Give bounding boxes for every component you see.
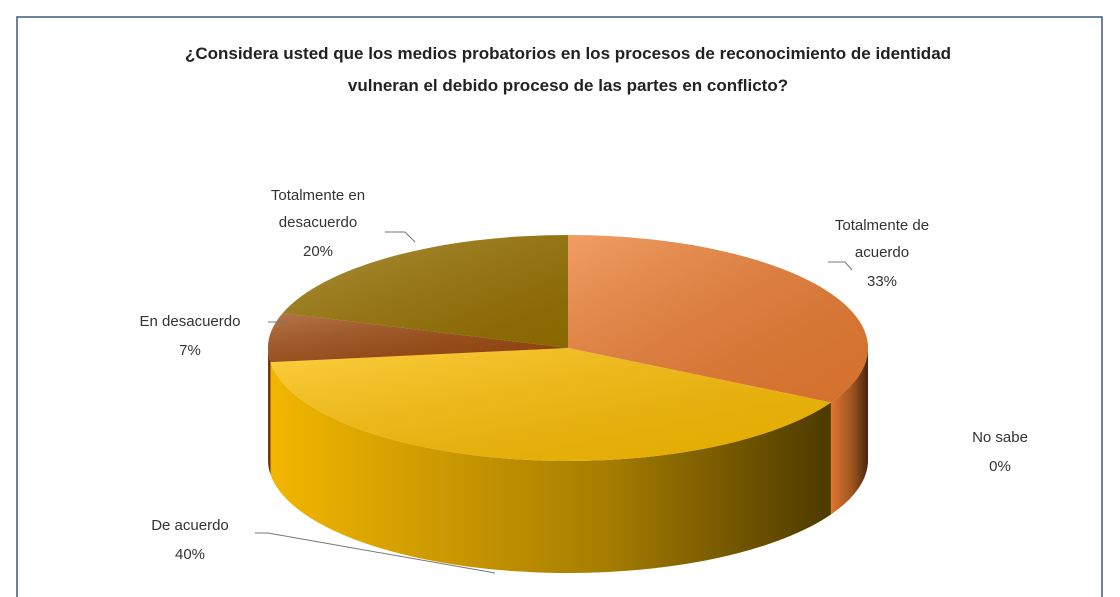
leader-line [255, 532, 496, 574]
category-label: Totalmente de acuerdo [834, 217, 930, 261]
category-label: De acuerdo [151, 517, 229, 534]
category-label: No sabe [972, 429, 1028, 446]
value-label: 7% [179, 342, 201, 359]
chart-border [16, 16, 1103, 597]
chart-title: ¿Considera usted que los medios probator… [184, 44, 952, 95]
slice-shine [282, 235, 568, 348]
category-label: En desacuerdo [139, 313, 241, 330]
value-label: 33% [866, 273, 898, 290]
leader-line [385, 231, 416, 243]
slice-shine [270, 348, 831, 462]
value-label: 0% [989, 458, 1011, 475]
slice-side-shade [268, 348, 271, 475]
slice-side-shade [270, 362, 831, 574]
leader-line [828, 261, 853, 271]
slice-side-shade [830, 348, 868, 515]
pie-tops [268, 235, 868, 462]
value-label: 20% [302, 243, 334, 260]
value-label: 40% [174, 546, 206, 563]
slice-shine [268, 313, 568, 363]
slice-shine [568, 235, 868, 403]
category-label: Totalmente en desacuerdo [270, 187, 366, 231]
leader-lines [255, 231, 853, 574]
pie-sides [268, 348, 868, 574]
